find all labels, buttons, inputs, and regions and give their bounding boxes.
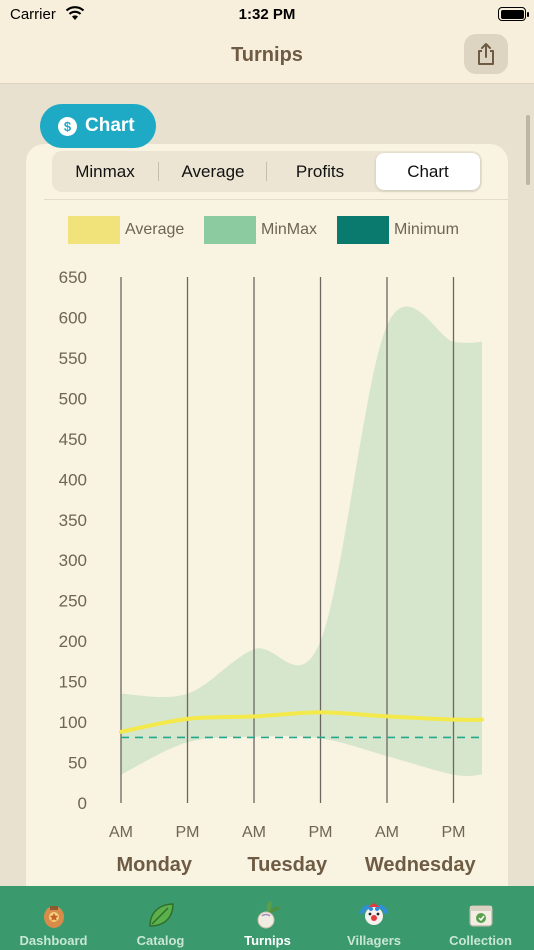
- carrier-label: Carrier: [10, 6, 56, 23]
- y-tick-label: 150: [59, 673, 87, 692]
- segment-average[interactable]: Average: [160, 153, 266, 190]
- segment-chart[interactable]: Chart: [376, 153, 480, 190]
- segment-minmax[interactable]: Minmax: [54, 153, 156, 190]
- box-icon: [468, 905, 493, 927]
- tab-collection[interactable]: Collection: [427, 886, 534, 950]
- legend-swatch-minmax: [204, 216, 256, 244]
- navigation-bar: Carrier 1:32 PM Turnips: [0, 0, 534, 84]
- section-badge-label: Chart: [85, 115, 135, 136]
- segment-divider: [266, 162, 267, 181]
- tab-label: Catalog: [136, 933, 185, 948]
- section-badge: $ Chart: [40, 104, 156, 148]
- legend-label: MinMax: [261, 221, 318, 238]
- segment-divider: [158, 162, 159, 181]
- segmented-control: Minmax Average Profits Chart: [52, 151, 482, 192]
- segment-label: Minmax: [75, 161, 135, 181]
- y-tick-label: 250: [59, 592, 87, 611]
- legend-swatch-minimum: [337, 216, 389, 244]
- dollar-coin-icon: $: [58, 116, 77, 136]
- y-tick-label: 650: [59, 268, 87, 287]
- tab-label: Turnips: [244, 933, 291, 948]
- day-label: Monday: [116, 854, 192, 876]
- x-tick-label: AM: [242, 824, 266, 841]
- tab-catalog[interactable]: Catalog: [107, 886, 214, 950]
- passport-icon: [43, 906, 64, 928]
- y-tick-label: 550: [59, 349, 87, 368]
- battery-icon: [498, 7, 529, 21]
- chart-card: [26, 144, 508, 904]
- tab-label: Collection: [449, 933, 512, 948]
- tab-villagers[interactable]: Villagers: [321, 886, 427, 950]
- y-tick-label: 600: [59, 308, 87, 327]
- y-tick-label: 300: [59, 551, 87, 570]
- x-tick-label: PM: [442, 824, 466, 841]
- segment-label: Average: [181, 161, 245, 181]
- legend-label: Average: [125, 221, 185, 238]
- share-button[interactable]: [464, 34, 508, 74]
- tab-label: Villagers: [347, 933, 401, 948]
- page-title: Turnips: [231, 44, 303, 66]
- average-line: [119, 710, 484, 734]
- segment-profits[interactable]: Profits: [268, 153, 372, 190]
- scrollbar[interactable]: [526, 115, 530, 185]
- day-label: Tuesday: [247, 854, 328, 876]
- y-tick-label: 100: [59, 713, 87, 732]
- tab-bar: Dashboard Catalog Turnips Villagers: [0, 886, 534, 950]
- tab-turnips[interactable]: Turnips: [214, 886, 321, 950]
- y-tick-label: 200: [59, 632, 87, 651]
- divider: [44, 199, 508, 200]
- share-icon: [478, 43, 494, 65]
- minmax-band: [121, 306, 482, 777]
- y-tick-label: 500: [59, 389, 87, 408]
- turnip-price-chart: 0 50 100 150 200 250 300 350 400 450 500 550 600 650 A…: [59, 268, 484, 876]
- segment-label: Profits: [295, 161, 345, 181]
- day-label: Wednesday: [365, 854, 477, 876]
- leaf-icon: [148, 903, 174, 927]
- segment-label: Chart: [407, 161, 449, 181]
- tab-label: Dashboard: [19, 933, 88, 948]
- y-tick-label: 400: [59, 470, 87, 489]
- legend-swatch-average: [68, 216, 120, 244]
- y-tick-label: 0: [78, 794, 87, 813]
- wifi-icon: [65, 6, 85, 20]
- legend-label: Minimum: [394, 221, 459, 238]
- y-tick-label: 350: [59, 511, 87, 530]
- x-tick-label: PM: [309, 824, 333, 841]
- y-tick-label: 50: [68, 754, 87, 773]
- tab-dashboard[interactable]: Dashboard: [0, 886, 107, 950]
- x-tick-label: PM: [176, 824, 200, 841]
- clock-label: 1:32 PM: [238, 6, 296, 23]
- status-bar: Carrier 1:32 PM: [0, 4, 534, 26]
- turnip-icon: [257, 901, 281, 929]
- x-tick-label: AM: [109, 824, 133, 841]
- villager-icon: [360, 903, 388, 925]
- x-tick-label: AM: [375, 824, 399, 841]
- y-tick-label: 450: [59, 430, 87, 449]
